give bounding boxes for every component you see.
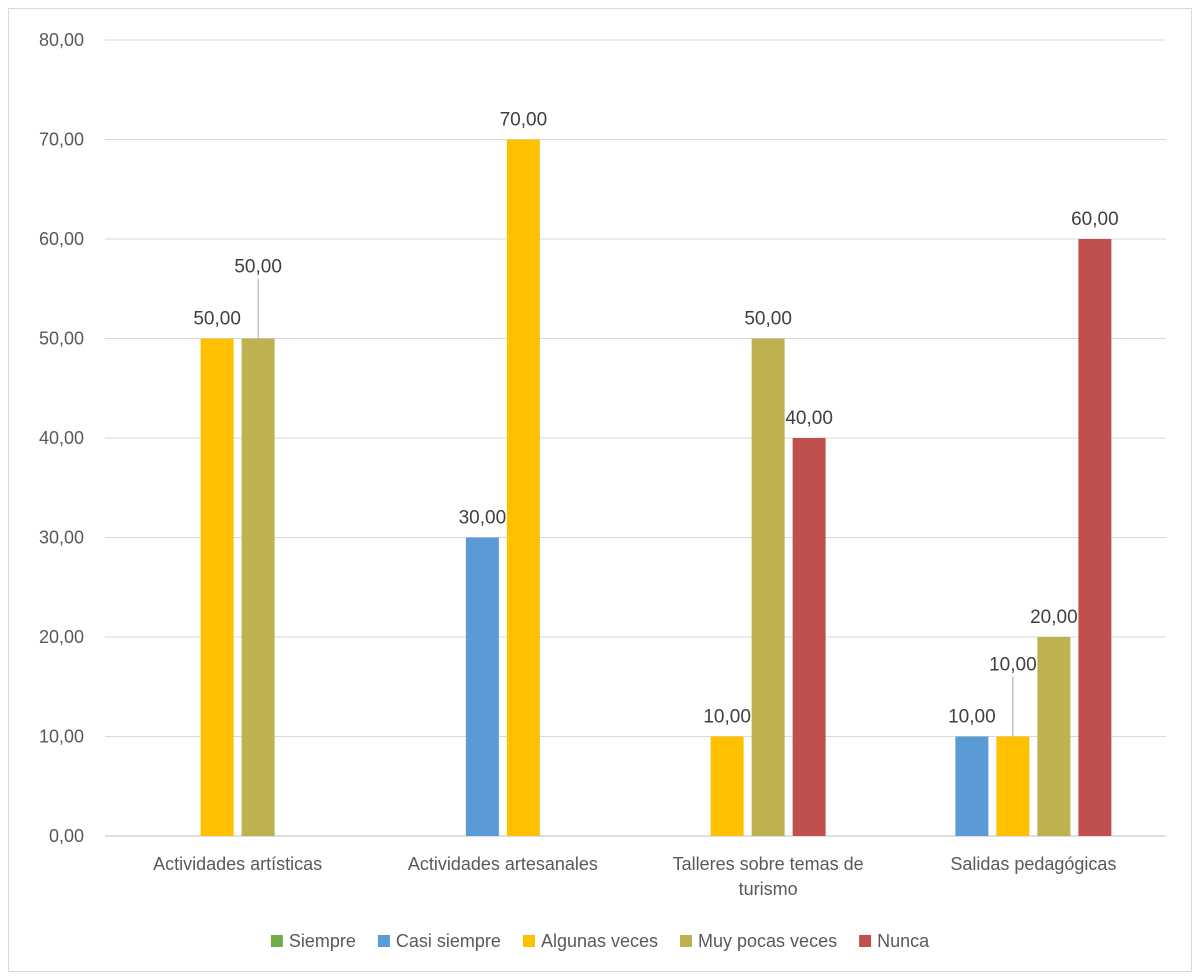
y-tick-label: 50,00: [39, 329, 84, 349]
data-label: 50,00: [193, 309, 241, 330]
y-axis: 0,00 10,00 20,00 30,00 40,00 50,00 60,00 70,00 8…: [39, 30, 84, 846]
x-category-label: Salidas pedagógicas: [950, 854, 1116, 874]
bars: [200, 139, 1112, 836]
bar-algunas-veces: [996, 736, 1030, 836]
legend-label: Algunas veces: [541, 931, 658, 951]
bar-nunca: [792, 438, 826, 836]
y-tick-label: 80,00: [39, 30, 84, 50]
y-tick-label: 10,00: [39, 727, 84, 747]
legend-label: Siempre: [289, 931, 356, 951]
data-label: 70,00: [500, 110, 548, 131]
y-tick-label: 40,00: [39, 428, 84, 448]
data-label: 10,00: [948, 707, 996, 728]
bar-nunca: [1078, 239, 1112, 836]
y-tick-label: 60,00: [39, 229, 84, 249]
x-axis: Actividades artísticas Actividades artesa…: [153, 854, 1116, 899]
bar-muy-pocas-veces: [751, 338, 785, 836]
bar-casi-siempre: [465, 537, 499, 836]
x-category-label: Actividades artísticas: [153, 854, 322, 874]
legend: Siempre Casi siempre Algunas veces Muy poca…: [270, 931, 930, 951]
x-category-label: Talleres sobre temas de turismo: [673, 854, 864, 899]
data-label: 50,00: [744, 309, 792, 330]
legend-label: Nunca: [877, 931, 930, 951]
data-label: 30,00: [459, 508, 507, 529]
bar-algunas-veces: [506, 139, 540, 836]
data-label: 40,00: [785, 408, 833, 429]
bar-algunas-veces: [200, 338, 234, 836]
bar-muy-pocas-veces: [241, 338, 275, 836]
legend-swatch: [859, 935, 872, 947]
y-tick-label: 20,00: [39, 627, 84, 647]
bar-algunas-veces: [710, 736, 744, 836]
data-label: 10,00: [989, 655, 1037, 676]
legend-label: Casi siempre: [396, 931, 501, 951]
legend-label: Muy pocas veces: [698, 931, 837, 951]
legend-swatch: [377, 935, 390, 947]
x-category-label: Actividades artesanales: [408, 854, 598, 874]
bar-casi-siempre: [955, 736, 989, 836]
data-label: 60,00: [1071, 209, 1119, 230]
legend-swatch: [522, 935, 535, 947]
data-label: 10,00: [703, 707, 751, 728]
legend-swatch: [680, 935, 693, 947]
y-tick-label: 70,00: [39, 130, 84, 150]
data-label: 50,00: [234, 257, 282, 278]
data-label: 20,00: [1030, 607, 1078, 628]
y-tick-label: 0,00: [49, 826, 84, 846]
y-tick-label: 30,00: [39, 528, 84, 548]
bar-muy-pocas-veces: [1037, 637, 1071, 836]
gridlines: [105, 39, 1166, 837]
data-labels: 50,00 50,00 30,00 70,00 10,00 50,00 40,00 10,00…: [193, 110, 1119, 737]
legend-swatch: [270, 935, 283, 947]
